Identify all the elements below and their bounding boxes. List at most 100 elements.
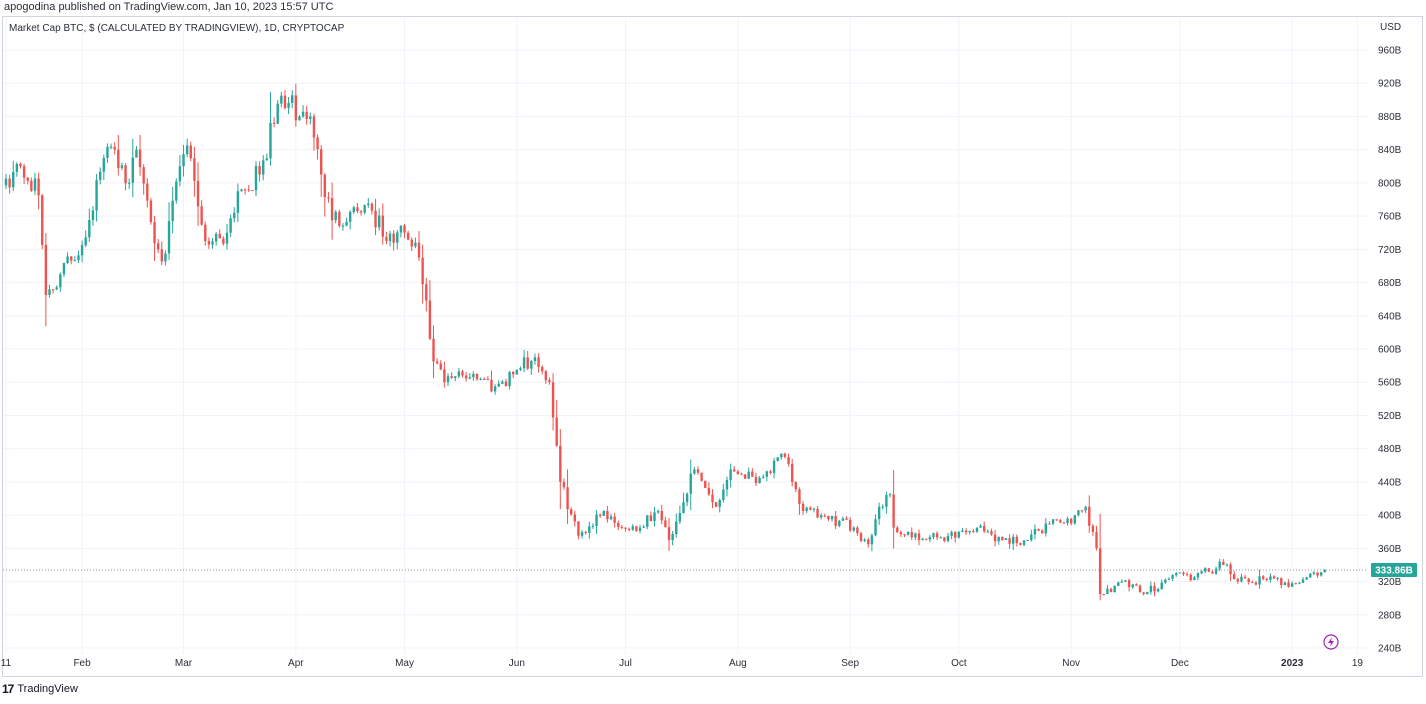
candle-body <box>138 149 142 168</box>
candle-body <box>747 471 750 479</box>
candle-body <box>385 236 388 242</box>
candle-body <box>450 376 453 379</box>
candle-body <box>573 514 577 522</box>
candle-body <box>19 163 22 167</box>
candle-body <box>12 171 15 188</box>
candle-body <box>464 375 468 379</box>
candle-body <box>613 516 616 523</box>
x-tick-label: 19 <box>1352 658 1364 669</box>
candle-body <box>519 368 522 370</box>
candle-body <box>1178 572 1182 574</box>
candle-body <box>1229 564 1232 575</box>
candle-body <box>236 191 240 213</box>
candle-body <box>1247 578 1250 583</box>
candle-body <box>131 157 135 183</box>
candle-body <box>124 165 127 184</box>
candle-body <box>983 525 986 532</box>
candle-body <box>685 493 689 503</box>
candle-body <box>935 533 939 538</box>
candle-body <box>1080 510 1084 512</box>
candle-body <box>1272 576 1276 579</box>
candle-body <box>1232 574 1236 580</box>
candle-body <box>403 225 406 233</box>
candle-body <box>700 472 703 481</box>
candle-body <box>392 233 395 243</box>
candle-body <box>1084 506 1087 511</box>
candle-body <box>718 499 721 507</box>
candle-body <box>1113 585 1116 593</box>
candle-body <box>736 471 740 474</box>
candle-body <box>733 469 736 472</box>
candle-body <box>490 379 493 392</box>
candle-body <box>667 527 671 541</box>
candle-body <box>939 537 942 539</box>
candle-body <box>381 215 384 237</box>
candle-body <box>964 530 968 533</box>
candle-body <box>834 515 837 526</box>
x-tick-label: Dec <box>1171 658 1189 669</box>
candle-body <box>233 212 236 219</box>
candle-body <box>776 457 779 461</box>
candle-body <box>204 224 207 242</box>
candle-body <box>1117 582 1120 586</box>
candle-body <box>334 211 337 221</box>
candle-body <box>211 241 214 245</box>
y-tick-label: 240B <box>1378 644 1402 655</box>
candle-body <box>1298 582 1301 584</box>
candle-body <box>1222 561 1225 565</box>
candle-body <box>627 528 631 530</box>
candle-body <box>816 508 819 518</box>
candle-body <box>910 532 913 538</box>
candle-body <box>479 378 482 380</box>
candle-body <box>751 471 754 477</box>
lightning-icon[interactable] <box>1323 634 1339 650</box>
candle-body <box>870 535 874 545</box>
y-tick-label: 920B <box>1378 79 1402 90</box>
candle-body <box>827 516 830 520</box>
x-tick-label: Jun <box>509 658 525 669</box>
candle-body <box>917 533 921 541</box>
tradingview-brand[interactable]: 17 TradingView <box>2 682 78 696</box>
candle-body <box>1106 588 1109 595</box>
candle-body <box>207 241 211 245</box>
candle-body <box>1088 506 1091 526</box>
candle-body <box>1316 572 1319 576</box>
candle-body <box>4 178 8 186</box>
x-tick-label: Mar <box>175 658 193 669</box>
candle-body <box>664 520 667 528</box>
candle-body <box>1073 515 1076 524</box>
candle-body <box>943 537 946 541</box>
candle-body <box>291 95 294 103</box>
candle-body <box>312 116 316 138</box>
candle-body <box>689 473 692 494</box>
candle-body <box>229 218 232 233</box>
x-axis: 11 Feb Mar Apr May Jun Jul Aug Sep Oct Nov Dec 2023 1… <box>1 658 1364 669</box>
candle-body <box>113 146 116 150</box>
currency-label[interactable]: USD <box>1380 22 1402 33</box>
candle-body <box>885 494 888 507</box>
candle-body <box>1131 584 1134 588</box>
candle-body <box>921 538 924 541</box>
y-tick-label: 880B <box>1378 112 1402 123</box>
candle-body <box>164 253 167 262</box>
candle-body <box>646 515 649 527</box>
candle-body <box>1265 578 1269 580</box>
candle-body <box>874 519 877 536</box>
candle-body <box>359 211 363 213</box>
candle-body <box>830 515 834 520</box>
candle-body <box>1055 519 1058 521</box>
candle-body <box>305 111 308 120</box>
candle-body <box>1283 582 1287 586</box>
x-tick-label: May <box>395 658 414 669</box>
candle-body <box>178 166 182 182</box>
chart-legend-title[interactable]: Market Cap BTC, $ (CALCULATED BY TRADING… <box>9 23 345 34</box>
candle-body <box>91 210 95 221</box>
candle-body <box>1164 579 1167 583</box>
candle-body <box>425 284 428 301</box>
candle-body <box>417 242 421 258</box>
candle-body <box>1048 523 1051 525</box>
candle-body <box>185 145 189 155</box>
candle-body <box>515 369 519 375</box>
candle-body <box>272 122 276 124</box>
